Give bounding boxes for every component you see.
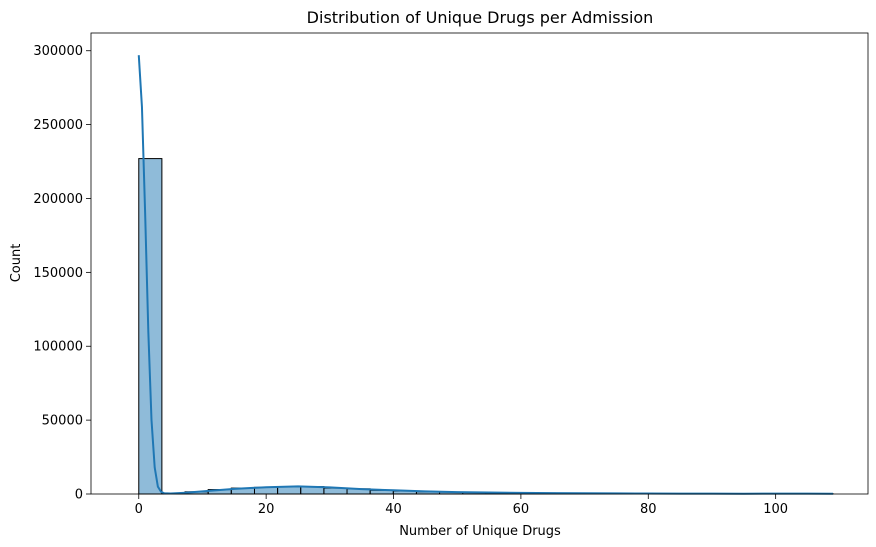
x-tick-label: 20 bbox=[258, 502, 275, 517]
x-axis-ticks: 0 20 40 60 80 100 bbox=[135, 494, 788, 517]
x-tick-label: 80 bbox=[640, 502, 657, 517]
chart-title: Distribution of Unique Drugs per Admissi… bbox=[307, 8, 654, 27]
kde-curve bbox=[137, 55, 833, 495]
y-axis-ticks: 0 50000 100000 150000 200000 250000 300000 bbox=[33, 44, 91, 503]
y-axis-label: Count bbox=[9, 244, 24, 283]
y-tick-label: 100000 bbox=[33, 340, 83, 355]
y-tick-label: 200000 bbox=[33, 192, 83, 207]
histogram-bars bbox=[138, 158, 834, 495]
histogram-bar bbox=[138, 158, 163, 495]
x-tick-label: 0 bbox=[135, 502, 143, 517]
y-tick-label: 50000 bbox=[42, 414, 83, 429]
y-tick-label: 250000 bbox=[33, 118, 83, 133]
x-tick-label: 100 bbox=[763, 502, 788, 517]
x-tick-label: 60 bbox=[513, 502, 530, 517]
plot-frame bbox=[90, 32, 869, 495]
y-tick-label: 0 bbox=[75, 488, 83, 503]
x-tick-label: 40 bbox=[385, 502, 402, 517]
y-tick-label: 300000 bbox=[33, 44, 83, 59]
x-axis-label: Number of Unique Drugs bbox=[399, 524, 561, 539]
y-tick-label: 150000 bbox=[33, 266, 83, 281]
